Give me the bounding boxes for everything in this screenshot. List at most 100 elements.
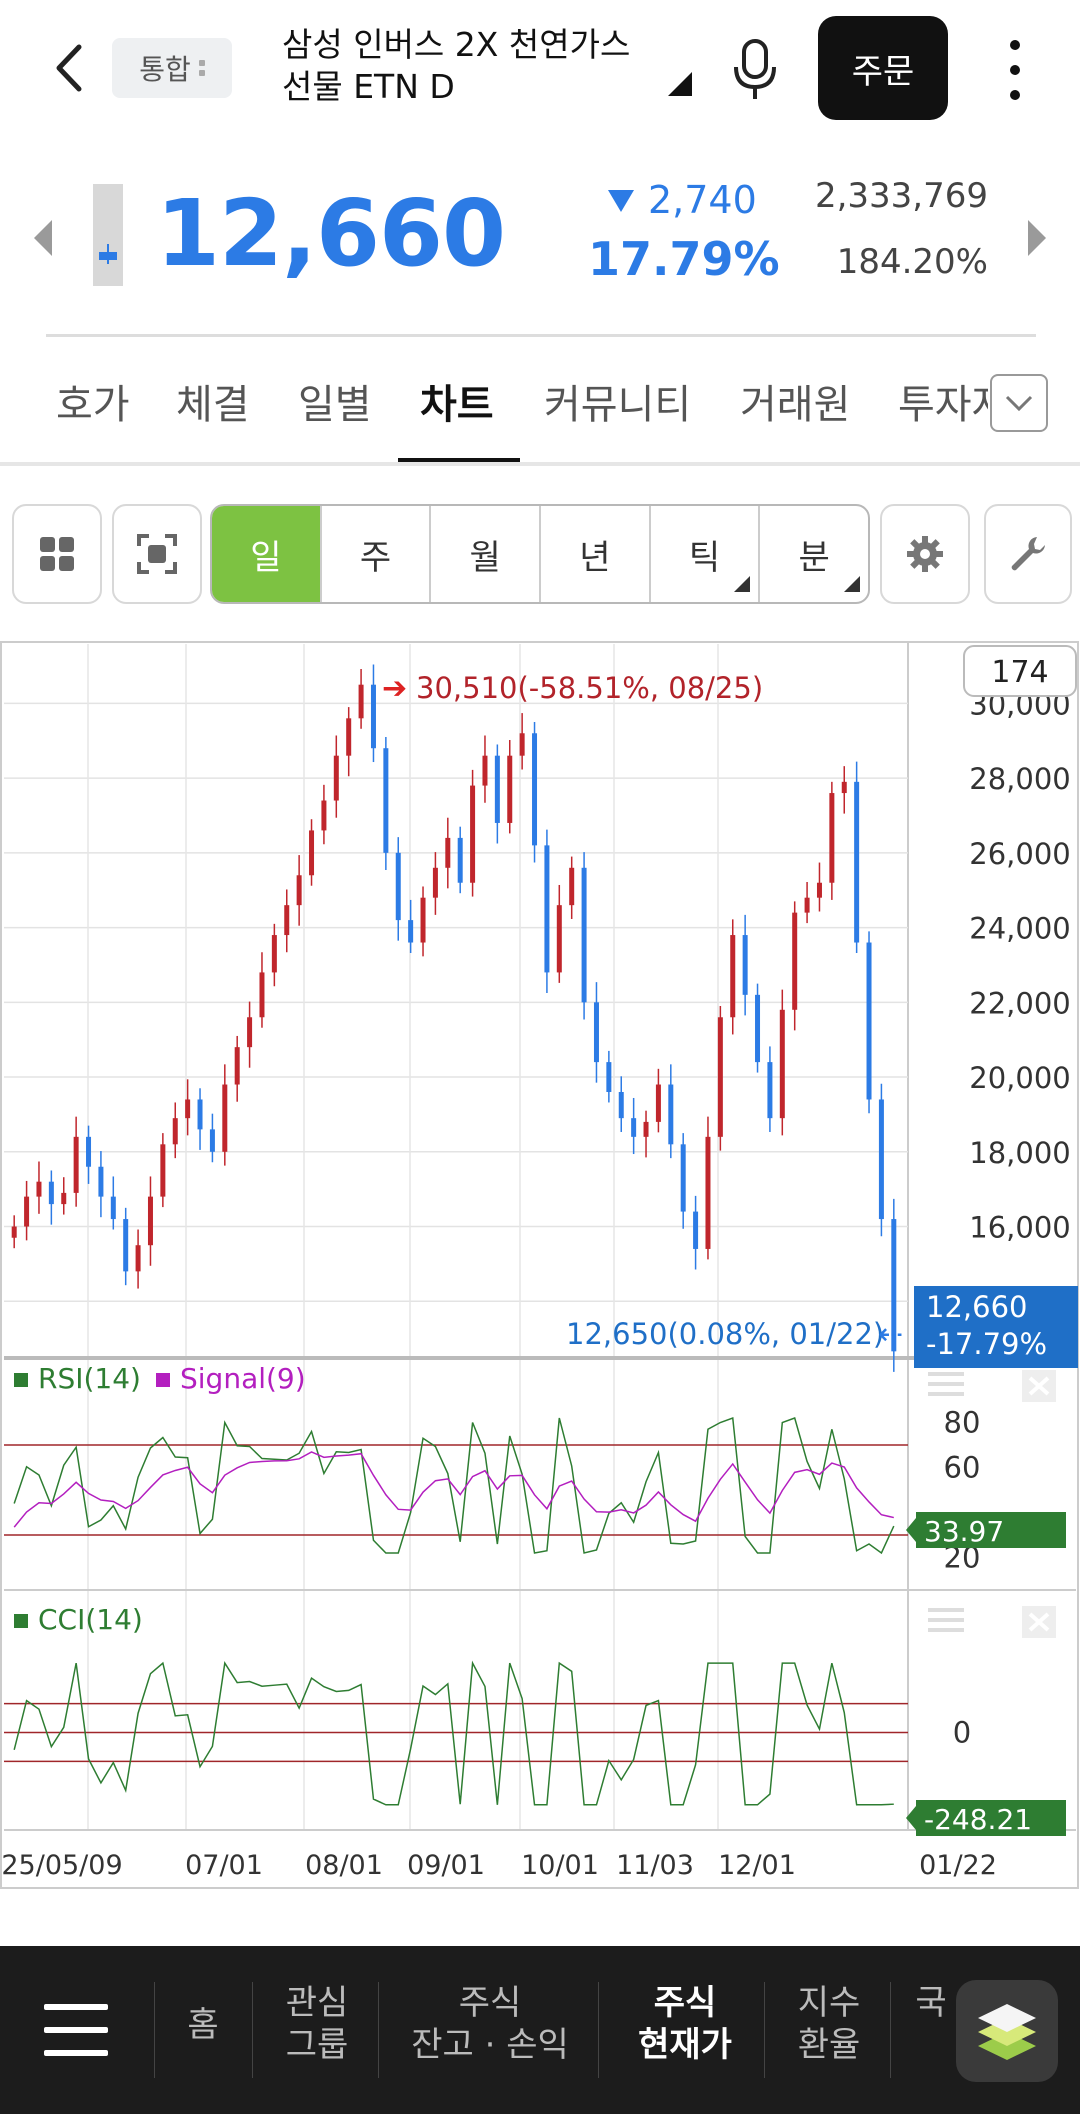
price-change: 2,740: [648, 178, 757, 222]
back-button[interactable]: [40, 36, 96, 100]
candle-body: [73, 1136, 79, 1193]
candle-body: [358, 684, 364, 719]
tab-chart[interactable]: 차트: [420, 382, 494, 428]
stock-name[interactable]: 삼성 인버스 2X 천연가스 선물 ETN D: [282, 25, 631, 106]
candle-body: [11, 1226, 17, 1238]
cci-current-tag: [916, 1800, 1066, 1836]
y-tick-label: 24,000: [969, 912, 1070, 946]
period-tick[interactable]: 틱: [648, 506, 759, 602]
nav-separator: [890, 1982, 891, 2078]
candle-body: [432, 867, 438, 898]
settings-gear-icon: [907, 536, 943, 572]
nav-separator: [598, 1982, 599, 2078]
voice-search-button[interactable]: [720, 30, 790, 110]
previous-stock-arrow-icon[interactable]: [34, 220, 52, 256]
low-marker-arrow-icon: ⇠: [878, 1317, 903, 1352]
next-stock-arrow-icon[interactable]: [1028, 220, 1046, 256]
candle-body: [730, 935, 736, 1018]
submenu-corner-icon: [844, 576, 861, 592]
price-change-percent: 17.79%: [588, 232, 780, 286]
order-button[interactable]: 주문: [818, 16, 948, 120]
wrench-icon: [1011, 537, 1045, 571]
candle-body: [606, 1062, 612, 1092]
nav-overseas[interactable]: 국: [915, 1983, 947, 2023]
period-month[interactable]: 월: [429, 506, 539, 602]
tab-orderbook[interactable]: 호가: [56, 382, 130, 428]
stock-dropdown-caret-icon[interactable]: [668, 72, 692, 96]
nav-index-fx[interactable]: 지수 환율: [797, 1983, 861, 2065]
candle-count-text: 174: [991, 655, 1048, 690]
candle-body: [296, 875, 302, 906]
cci-line: [13, 1660, 894, 1806]
nav-holdings[interactable]: 주식 잔고 · 손익: [411, 1983, 569, 2065]
cci-drag-handle-icon[interactable]: [928, 1608, 964, 1632]
rsi-drag-handle-icon[interactable]: [928, 1372, 964, 1396]
candle-body: [519, 733, 525, 756]
screen-capture-button[interactable]: [112, 504, 202, 604]
current-price-tag-percent: -17.79%: [926, 1327, 1047, 1361]
period-year[interactable]: 년: [539, 506, 649, 602]
nav-separator: [378, 1982, 379, 2078]
rsi-close-icon[interactable]: [1022, 1370, 1056, 1402]
candle-body: [816, 882, 822, 898]
capture-icon: [137, 534, 177, 574]
candle-body: [494, 755, 500, 823]
submenu-corner-icon: [734, 576, 751, 592]
tab-community[interactable]: 커뮤니티: [544, 382, 692, 428]
candle-body: [395, 852, 401, 921]
candle-body: [135, 1245, 141, 1272]
candle-count-badge[interactable]: [963, 645, 1077, 697]
chart-tools-button[interactable]: [984, 504, 1072, 604]
menu-hamburger-icon[interactable]: [44, 2004, 108, 2056]
candle-body: [470, 785, 476, 883]
tab-expand-button[interactable]: [990, 374, 1048, 432]
period-year-label: 년: [579, 537, 611, 578]
candle-body: [655, 1084, 661, 1122]
cci-close-icon[interactable]: [1022, 1606, 1056, 1638]
rsi-signal-line: [13, 1451, 894, 1528]
signal-legend-swatch: [156, 1373, 170, 1387]
nav-separator: [252, 1982, 253, 2078]
tab-brokers[interactable]: 거래원: [740, 382, 851, 428]
candle-body: [98, 1166, 104, 1197]
market-chip-label: 통합: [139, 53, 191, 86]
down-triangle-icon: [608, 190, 634, 212]
rsi-y-tick: 80: [944, 1406, 981, 1440]
candle-body: [556, 905, 562, 973]
y-tick-label: 26,000: [969, 837, 1070, 871]
market-selector[interactable]: 통합: [112, 38, 232, 98]
candle-body: [618, 1092, 624, 1119]
price-chart-area[interactable]: 30,000 28,000 26,000 24,000 22,000 20,000 18,0…: [0, 640, 1080, 1890]
candle-body: [321, 800, 327, 831]
nav-watchlist[interactable]: 관심 그룹: [285, 1983, 349, 2065]
candle-body: [383, 748, 389, 853]
period-day[interactable]: 일: [212, 506, 320, 602]
candle-body: [36, 1181, 42, 1197]
candle-body: [643, 1121, 649, 1137]
cci-y-tick: 0: [953, 1716, 971, 1750]
period-minute-label: 분: [798, 537, 830, 578]
tab-investors[interactable]: 투자자: [898, 382, 988, 428]
nav-home[interactable]: 홈: [187, 2005, 219, 2045]
candle-body: [420, 897, 426, 943]
more-menu-button[interactable]: [990, 34, 1040, 106]
rsi-tag-pointer: [906, 1518, 916, 1542]
nav-separator: [764, 1982, 765, 2078]
candlestick-chart[interactable]: 30,00028,00026,00024,00022,00020,00018,0…: [0, 640, 1080, 1890]
more-dot: [1010, 40, 1020, 50]
tab-trades[interactable]: 체결: [176, 382, 250, 428]
x-tick-label: 07/01: [185, 1850, 263, 1881]
divider: [46, 334, 1036, 337]
candle-body: [680, 1144, 686, 1212]
layout-grid-button[interactable]: [12, 504, 102, 604]
rsi-legend-label: RSI(14): [38, 1362, 141, 1395]
tab-daily[interactable]: 일별: [298, 382, 372, 428]
nav-current-price[interactable]: 주식 현재가: [638, 1983, 732, 2065]
candle-body: [841, 781, 847, 794]
chart-settings-button[interactable]: [880, 504, 970, 604]
period-week[interactable]: 주: [319, 506, 430, 602]
layers-floating-button[interactable]: [956, 1980, 1058, 2082]
candle-body: [234, 1047, 240, 1085]
grid-icon: [40, 537, 74, 571]
period-minute[interactable]: 분: [758, 506, 868, 602]
